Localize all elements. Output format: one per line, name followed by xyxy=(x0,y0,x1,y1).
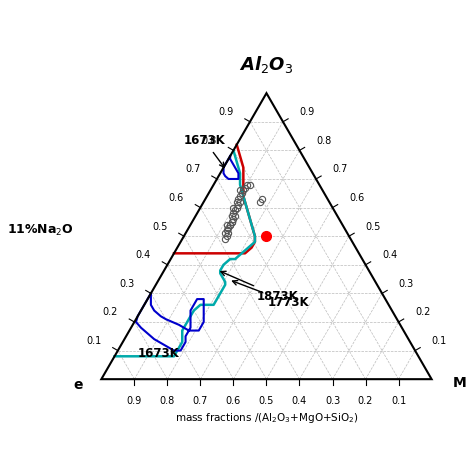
Text: mass fractions /(Al$_2$O$_3$+MgO+SiO$_2$): mass fractions /(Al$_2$O$_3$+MgO+SiO$_2$… xyxy=(174,410,358,425)
Text: 0.7: 0.7 xyxy=(332,164,348,174)
Text: 0.5: 0.5 xyxy=(365,222,381,232)
Text: 0.3: 0.3 xyxy=(325,396,340,406)
Text: 0.6: 0.6 xyxy=(169,193,184,203)
Text: 1873K: 1873K xyxy=(221,271,298,302)
Text: 0.7: 0.7 xyxy=(193,396,208,406)
Text: 0.5: 0.5 xyxy=(152,222,167,232)
Text: 0.4: 0.4 xyxy=(292,396,307,406)
Text: M: M xyxy=(453,376,467,390)
Text: 0.1: 0.1 xyxy=(431,336,447,346)
Text: 0.4: 0.4 xyxy=(136,250,151,260)
Text: 0.7: 0.7 xyxy=(185,164,201,174)
Text: 0.8: 0.8 xyxy=(202,136,217,146)
Text: 0.8: 0.8 xyxy=(160,396,175,406)
Text: 0.2: 0.2 xyxy=(102,308,118,318)
Text: 0.3: 0.3 xyxy=(119,279,135,289)
Text: 0.3: 0.3 xyxy=(399,279,414,289)
Text: Al$_2$O$_3$: Al$_2$O$_3$ xyxy=(239,54,294,75)
Text: 0.9: 0.9 xyxy=(218,107,234,117)
Text: 0.6: 0.6 xyxy=(226,396,241,406)
Text: 0.1: 0.1 xyxy=(86,336,101,346)
Text: 1773K: 1773K xyxy=(233,281,310,309)
Text: 0.4: 0.4 xyxy=(382,250,397,260)
Text: 0.8: 0.8 xyxy=(316,136,331,146)
Text: 0.9: 0.9 xyxy=(300,107,315,117)
Text: 0.2: 0.2 xyxy=(415,308,430,318)
Text: e: e xyxy=(73,378,83,392)
Text: 0.1: 0.1 xyxy=(391,396,406,406)
Text: 1673K: 1673K xyxy=(137,346,180,360)
Text: 0.9: 0.9 xyxy=(127,396,142,406)
Text: 0.2: 0.2 xyxy=(358,396,373,406)
Text: 0.6: 0.6 xyxy=(349,193,364,203)
Text: 1673K: 1673K xyxy=(184,135,226,167)
Text: 0.5: 0.5 xyxy=(259,396,274,406)
Text: 11%Na$_2$O: 11%Na$_2$O xyxy=(7,223,73,238)
